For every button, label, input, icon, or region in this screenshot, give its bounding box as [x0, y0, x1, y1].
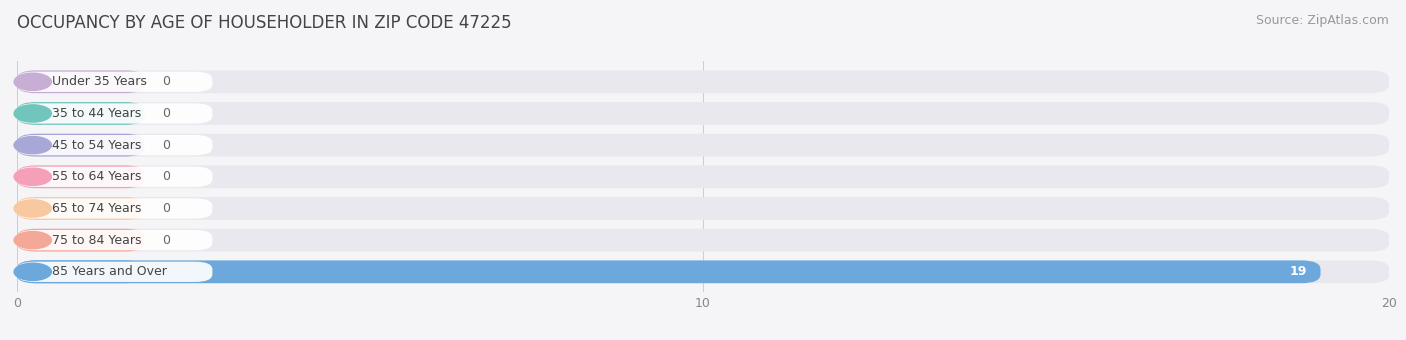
Text: 55 to 64 Years: 55 to 64 Years [52, 170, 142, 183]
Text: 0: 0 [162, 234, 170, 246]
FancyBboxPatch shape [17, 198, 212, 219]
FancyBboxPatch shape [17, 134, 1389, 156]
Text: 35 to 44 Years: 35 to 44 Years [52, 107, 141, 120]
Text: 45 to 54 Years: 45 to 54 Years [52, 139, 142, 152]
FancyBboxPatch shape [17, 260, 145, 283]
Text: Source: ZipAtlas.com: Source: ZipAtlas.com [1256, 14, 1389, 27]
FancyBboxPatch shape [17, 102, 1389, 125]
Text: 0: 0 [162, 139, 170, 152]
FancyBboxPatch shape [17, 70, 145, 93]
Text: 0: 0 [162, 107, 170, 120]
Text: 0: 0 [162, 202, 170, 215]
FancyBboxPatch shape [17, 165, 145, 188]
FancyBboxPatch shape [17, 167, 212, 187]
Circle shape [14, 263, 52, 280]
Text: 75 to 84 Years: 75 to 84 Years [52, 234, 142, 246]
Text: 19: 19 [1289, 265, 1306, 278]
FancyBboxPatch shape [17, 260, 1320, 283]
Text: OCCUPANCY BY AGE OF HOUSEHOLDER IN ZIP CODE 47225: OCCUPANCY BY AGE OF HOUSEHOLDER IN ZIP C… [17, 14, 512, 32]
Circle shape [14, 73, 52, 90]
Circle shape [14, 137, 52, 154]
FancyBboxPatch shape [17, 72, 212, 92]
FancyBboxPatch shape [17, 70, 1389, 93]
FancyBboxPatch shape [17, 260, 1389, 283]
FancyBboxPatch shape [17, 229, 145, 252]
FancyBboxPatch shape [17, 102, 145, 125]
Circle shape [14, 105, 52, 122]
Circle shape [14, 168, 52, 185]
Text: 85 Years and Over: 85 Years and Over [52, 265, 167, 278]
Text: 0: 0 [162, 170, 170, 183]
FancyBboxPatch shape [17, 135, 212, 155]
FancyBboxPatch shape [17, 229, 1389, 252]
Text: 65 to 74 Years: 65 to 74 Years [52, 202, 142, 215]
FancyBboxPatch shape [17, 103, 212, 124]
FancyBboxPatch shape [17, 197, 1389, 220]
Circle shape [14, 200, 52, 217]
FancyBboxPatch shape [17, 134, 145, 156]
Text: 0: 0 [162, 75, 170, 88]
FancyBboxPatch shape [17, 262, 212, 282]
FancyBboxPatch shape [17, 165, 1389, 188]
Text: Under 35 Years: Under 35 Years [52, 75, 146, 88]
Circle shape [14, 232, 52, 249]
FancyBboxPatch shape [17, 230, 212, 250]
FancyBboxPatch shape [17, 197, 145, 220]
